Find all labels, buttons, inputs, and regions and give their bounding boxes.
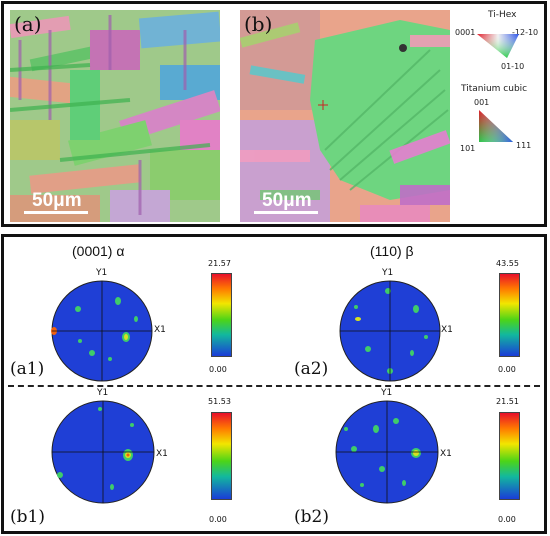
pf-b2-colorbar-min: 0.00 bbox=[498, 515, 516, 524]
pf-a1-colorbar-max: 21.57 bbox=[208, 259, 231, 268]
pole-figure-a2 bbox=[339, 280, 441, 382]
cubic-key-title: Titanium cubic bbox=[461, 84, 528, 94]
pole-figure-a1 bbox=[51, 280, 153, 382]
pf-b1-colorbar bbox=[211, 412, 232, 500]
ebsd-map-a: (a) 50μm bbox=[10, 10, 220, 222]
pf-b2-colorbar bbox=[499, 412, 520, 500]
pf-b1-label: (b1) bbox=[10, 507, 45, 527]
pole-figure-panel: (0001) α (110) β Y1 X1 (a1) 21.57 0.00 bbox=[1, 234, 547, 534]
pf-b1-x-axis: X1 bbox=[156, 449, 168, 459]
cubic-key-triangle bbox=[479, 110, 513, 142]
hex-key-left: 0001 bbox=[455, 28, 476, 37]
pf-a1-colorbar bbox=[211, 273, 232, 357]
pf-a1-x-axis: X1 bbox=[154, 325, 166, 335]
hex-key-bottom: 01-10 bbox=[501, 62, 525, 71]
pf-a1-label: (a1) bbox=[10, 359, 45, 379]
cubic-key-left: 101 bbox=[460, 144, 476, 153]
map-a-label: (a) bbox=[14, 12, 42, 36]
pole-figure-b1 bbox=[51, 400, 155, 504]
hex-key-triangle bbox=[477, 34, 519, 58]
cubic-key-top: 001 bbox=[474, 98, 490, 107]
hex-key-right: -12-10 bbox=[512, 28, 539, 37]
hex-key-title: Ti-Hex bbox=[488, 10, 517, 20]
pf-b1-y-axis: Y1 bbox=[97, 388, 109, 398]
map-b-scale-bar bbox=[254, 211, 318, 214]
ebsd-map-a-image bbox=[10, 10, 220, 222]
map-a-scale-text: 50μm bbox=[32, 190, 82, 211]
pf-a2-colorbar-max: 43.55 bbox=[496, 259, 519, 268]
map-b-scale-text: 50μm bbox=[262, 190, 312, 211]
pf-a1-colorbar-min: 0.00 bbox=[209, 365, 227, 374]
pf-a2-label: (a2) bbox=[294, 359, 329, 379]
pf-a2-colorbar bbox=[499, 273, 520, 357]
pf-a1-y-axis: Y1 bbox=[96, 268, 108, 278]
ebsd-map-b-image bbox=[240, 10, 450, 222]
pf-col-title-alpha: (0001) α bbox=[72, 243, 125, 259]
pf-b2-y-axis: Y1 bbox=[381, 388, 393, 398]
pf-a2-colorbar-min: 0.00 bbox=[498, 365, 516, 374]
map-b-label: (b) bbox=[244, 12, 273, 36]
ebsd-map-panel: (a) 50μm bbox=[1, 1, 547, 227]
pf-a2-y-axis: Y1 bbox=[382, 268, 394, 278]
pf-col-title-beta: (110) β bbox=[370, 243, 414, 259]
pf-a2-x-axis: X1 bbox=[441, 325, 453, 335]
pf-b1-colorbar-max: 51.53 bbox=[208, 397, 231, 406]
ebsd-map-b: (b) 50μm bbox=[240, 10, 450, 222]
pf-b2-label: (b2) bbox=[294, 507, 329, 527]
pf-b1-colorbar-min: 0.00 bbox=[209, 515, 227, 524]
map-a-scale-bar bbox=[24, 211, 88, 214]
pf-b2-colorbar-max: 21.51 bbox=[496, 397, 519, 406]
pf-b2-x-axis: X1 bbox=[440, 449, 452, 459]
panel-divider bbox=[8, 385, 540, 387]
cubic-key-right: 111 bbox=[516, 141, 532, 150]
pole-figure-b2 bbox=[335, 400, 439, 504]
